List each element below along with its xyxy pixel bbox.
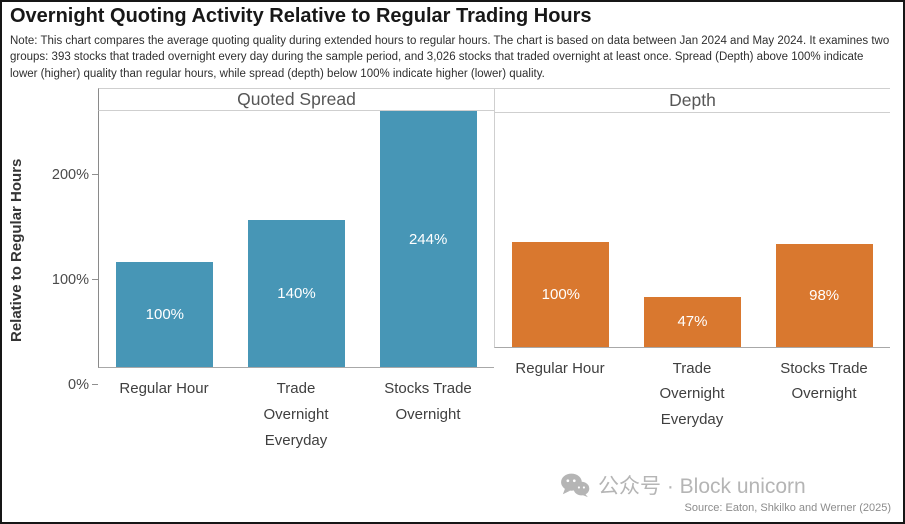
bar-value-label: 100% [145, 306, 185, 324]
bar-value-label: 140% [277, 285, 316, 303]
y-axis-title: Relative to Regular Hours [8, 158, 25, 343]
y-tick-mark [92, 384, 98, 385]
source-credit: Source: Eaton, Shkilko and Werner (2025) [684, 502, 891, 514]
bar: 100% [512, 241, 610, 347]
y-tick-label: 100% [51, 271, 89, 288]
category-labels: Regular Hour Trade Overnight Everyday Stoc… [98, 368, 494, 453]
category-label: Stocks Trade Overnight [780, 359, 868, 403]
bar: 244% [379, 111, 477, 368]
panel-title: Depth [494, 88, 890, 113]
watermark-text: 公众号 · Block unicorn [598, 475, 806, 498]
category-label: Trade Overnight Everyday [659, 359, 725, 429]
panels: Quoted Spread 100% 140% 244% Regular Hour Tra… [98, 88, 890, 449]
wechat-icon [561, 473, 590, 498]
y-tick-mark [92, 173, 98, 175]
watermark: 公众号 · Block unicorn [560, 470, 806, 500]
bars-area: 100% 47% 98% [494, 112, 890, 348]
bar: 98% [775, 243, 873, 347]
bar: 47% [643, 297, 741, 347]
y-tick-label: 200% [51, 166, 89, 183]
bars-area: 100% 140% 244% [98, 111, 494, 369]
panel-title: Quoted Spread [98, 88, 494, 111]
bar-value-label: 100% [541, 285, 581, 303]
chart-area: Relative to Regular Hours 0% 100% 200% Quo… [2, 88, 903, 449]
y-tick-label: 0% [68, 377, 89, 393]
panel-quoted-spread: Quoted Spread 100% 140% 244% Regular Hour Tra… [98, 88, 494, 449]
bar: 140% [247, 220, 345, 368]
bar-value-label: 47% [677, 313, 708, 331]
y-tick-mark [92, 278, 98, 280]
page-title: Overnight Quoting Activity Relative to R… [10, 5, 592, 27]
category-label: Regular Hour [119, 380, 209, 398]
category-label: Regular Hour [515, 359, 605, 377]
bar: 100% [116, 262, 214, 368]
category-labels: Regular Hour Trade Overnight Everyday Stoc… [494, 348, 890, 433]
category-label: Trade Overnight Everyday [263, 380, 329, 449]
chart-note: Note: This chart compares the average qu… [10, 35, 890, 80]
panel-depth: Depth 100% 47% 98% Regular Hour Trade Overnig… [494, 88, 890, 433]
bar-value-label: 98% [809, 286, 840, 304]
category-label: Stocks Trade Overnight [384, 380, 472, 424]
bar-value-label: 244% [408, 230, 448, 248]
y-axis-ticks: 0% 100% 200% [30, 116, 98, 393]
